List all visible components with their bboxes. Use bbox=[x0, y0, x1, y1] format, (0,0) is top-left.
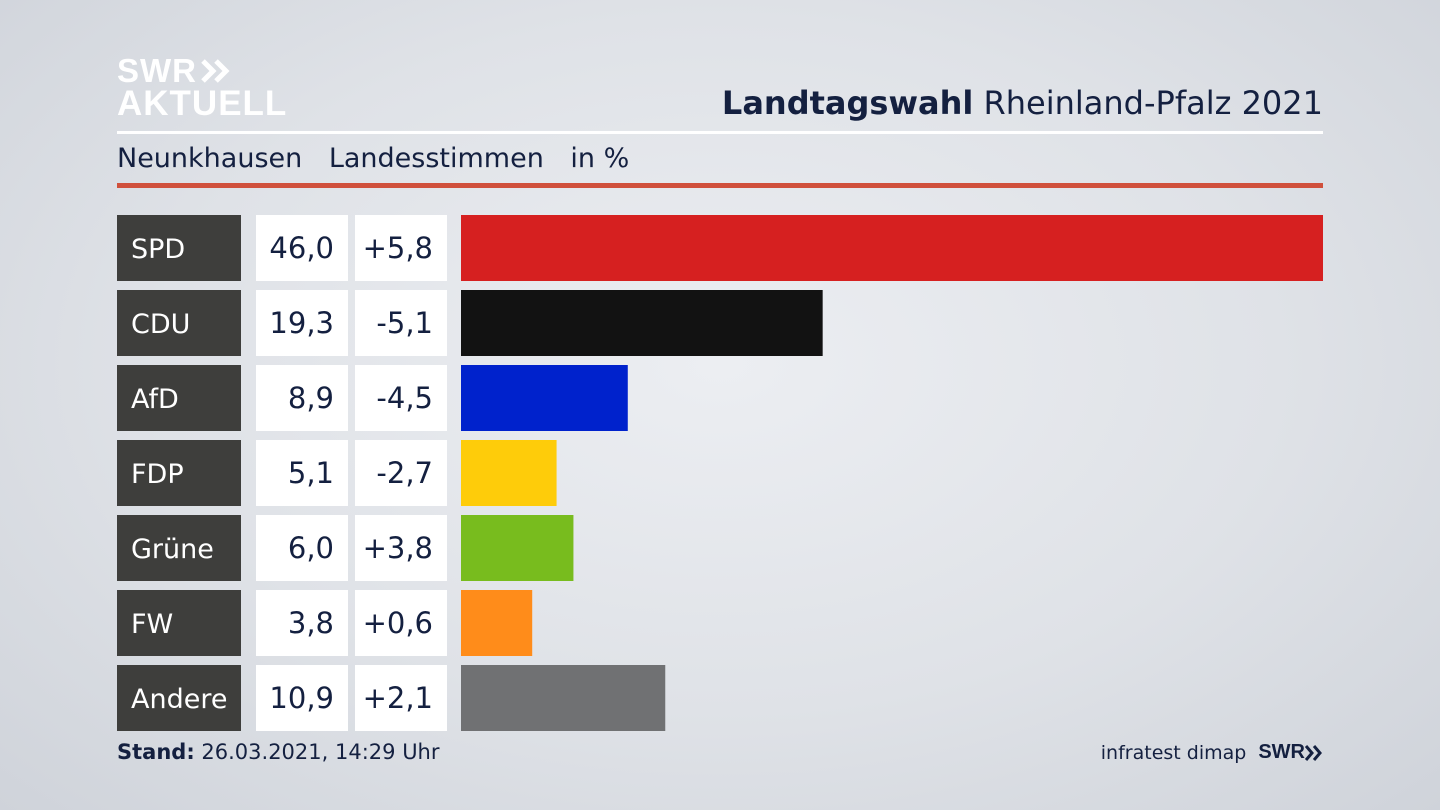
change-label-gr-ne: +3,8 bbox=[363, 531, 433, 565]
value-label-fw: 3,8 bbox=[288, 606, 334, 640]
party-label-afd: AfD bbox=[131, 384, 179, 415]
party-label-box bbox=[117, 440, 241, 506]
change-label-cdu: -5,1 bbox=[376, 306, 433, 340]
change-box bbox=[355, 365, 447, 431]
party-label-fw: FW bbox=[131, 609, 173, 640]
change-label-afd: -4,5 bbox=[376, 381, 433, 415]
bar-fw bbox=[461, 590, 533, 656]
stand-label: Stand: bbox=[117, 740, 195, 764]
party-label-box bbox=[117, 215, 241, 281]
value-label-cdu: 19,3 bbox=[269, 306, 334, 340]
footer-swr-logo: SWR bbox=[1258, 741, 1323, 764]
value-box bbox=[256, 440, 348, 506]
party-label-gr-ne: Grüne bbox=[131, 534, 214, 565]
double-chevron-right-icon bbox=[1305, 744, 1322, 761]
party-label-fdp: FDP bbox=[131, 459, 184, 490]
subtitle-vote-type: Landesstimmen bbox=[328, 143, 544, 174]
change-label-fdp: -2,7 bbox=[376, 456, 433, 490]
value-label-spd: 46,0 bbox=[269, 231, 334, 265]
value-box bbox=[256, 215, 348, 281]
party-label-andere: Andere bbox=[131, 684, 227, 715]
value-label-andere: 10,9 bbox=[269, 681, 334, 715]
accent-divider bbox=[117, 183, 1323, 188]
party-label-cdu: CDU bbox=[131, 309, 190, 340]
party-label-box bbox=[117, 515, 241, 581]
value-label-afd: 8,9 bbox=[288, 381, 334, 415]
change-box bbox=[355, 515, 447, 581]
change-box bbox=[355, 440, 447, 506]
change-box bbox=[355, 290, 447, 356]
bar-gr-ne bbox=[461, 515, 574, 581]
party-label-box bbox=[117, 365, 241, 431]
logo-aktuell-text: AKTUELL bbox=[117, 84, 288, 123]
change-box bbox=[355, 665, 447, 731]
subtitle-unit: in % bbox=[570, 143, 630, 174]
subtitle-place: Neunkhausen bbox=[117, 143, 303, 174]
source-credit: infratest dimap SWR bbox=[1101, 741, 1323, 764]
value-label-fdp: 5,1 bbox=[288, 456, 334, 490]
value-box bbox=[256, 590, 348, 656]
chart-subtitle: Neunkhausen Landesstimmen in % bbox=[117, 143, 647, 174]
footer-swr-text: SWR bbox=[1258, 741, 1305, 763]
title-bold: Landtagswahl bbox=[721, 84, 974, 122]
bar-cdu bbox=[461, 290, 823, 356]
party-label-box bbox=[117, 665, 241, 731]
title-rest: Rheinland-Pfalz 2021 bbox=[983, 84, 1323, 122]
change-label-andere: +2,1 bbox=[363, 681, 433, 715]
change-label-fw: +0,6 bbox=[363, 606, 433, 640]
page-title: Landtagswahl Rheinland-Pfalz 2021 bbox=[722, 84, 1323, 122]
party-label-box bbox=[117, 290, 241, 356]
value-box bbox=[256, 365, 348, 431]
change-box bbox=[355, 215, 447, 281]
value-box bbox=[256, 665, 348, 731]
party-label-box bbox=[117, 590, 241, 656]
value-box bbox=[256, 290, 348, 356]
swr-aktuell-logo: SWR AKTUELL bbox=[117, 52, 288, 123]
value-label-gr-ne: 6,0 bbox=[288, 531, 334, 565]
double-chevron-right-icon bbox=[201, 58, 230, 83]
change-box bbox=[355, 590, 447, 656]
header-divider bbox=[117, 131, 1323, 134]
source-text: infratest dimap bbox=[1100, 741, 1247, 764]
bar-fdp bbox=[461, 440, 557, 506]
party-label-spd: SPD bbox=[131, 234, 185, 265]
bar-andere bbox=[461, 665, 666, 731]
bar-spd bbox=[461, 215, 1323, 281]
timestamp: Stand: 26.03.2021, 14:29 Uhr bbox=[117, 740, 440, 764]
value-box bbox=[256, 515, 348, 581]
bar-afd bbox=[461, 365, 628, 431]
stand-value: 26.03.2021, 14:29 Uhr bbox=[201, 740, 440, 764]
change-label-spd: +5,8 bbox=[363, 231, 433, 265]
logo-swr-text: SWR bbox=[117, 52, 197, 89]
